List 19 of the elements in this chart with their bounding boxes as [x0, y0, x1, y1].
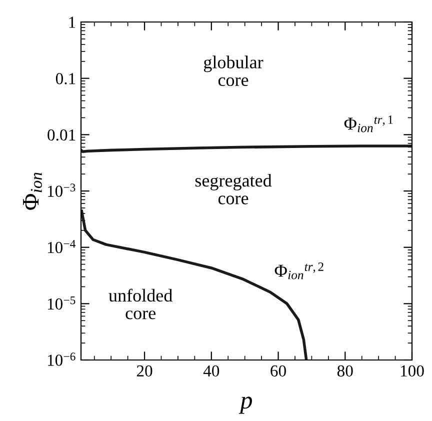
y-tick-label: 10$^{−4}$ — [48, 240, 76, 254]
x-tick-label: 80 — [337, 365, 353, 377]
annotation: segregated core — [195, 174, 272, 204]
y-tick-label: 10$^{−5}$ — [48, 296, 76, 310]
x-tick-label: 20 — [136, 365, 152, 377]
x-axis-title: p — [238, 396, 252, 414]
x-tick-label: 40 — [203, 365, 220, 377]
y-tick-label: 10$^{−6}$ — [48, 352, 76, 366]
annotation: Φ$_{ion}$$^{tr,2}$ — [274, 262, 324, 280]
y-axis-title: Φ$_{ion}$ — [23, 172, 42, 210]
y-tick-label: 0.01 — [48, 129, 76, 141]
x-tick-label: 100 — [400, 365, 424, 377]
y-tick-label: 1 — [69, 16, 76, 28]
annotation: Φ$_{ion}$$^{tr,1}$ — [344, 115, 393, 132]
x-tick-label: 60 — [270, 365, 286, 377]
y-tick-label: 10$^{−3}$ — [48, 184, 76, 197]
annotation: unfolded core — [108, 288, 172, 320]
annotation: globular core — [204, 56, 264, 86]
y-tick-label: 0.1 — [56, 73, 76, 84]
